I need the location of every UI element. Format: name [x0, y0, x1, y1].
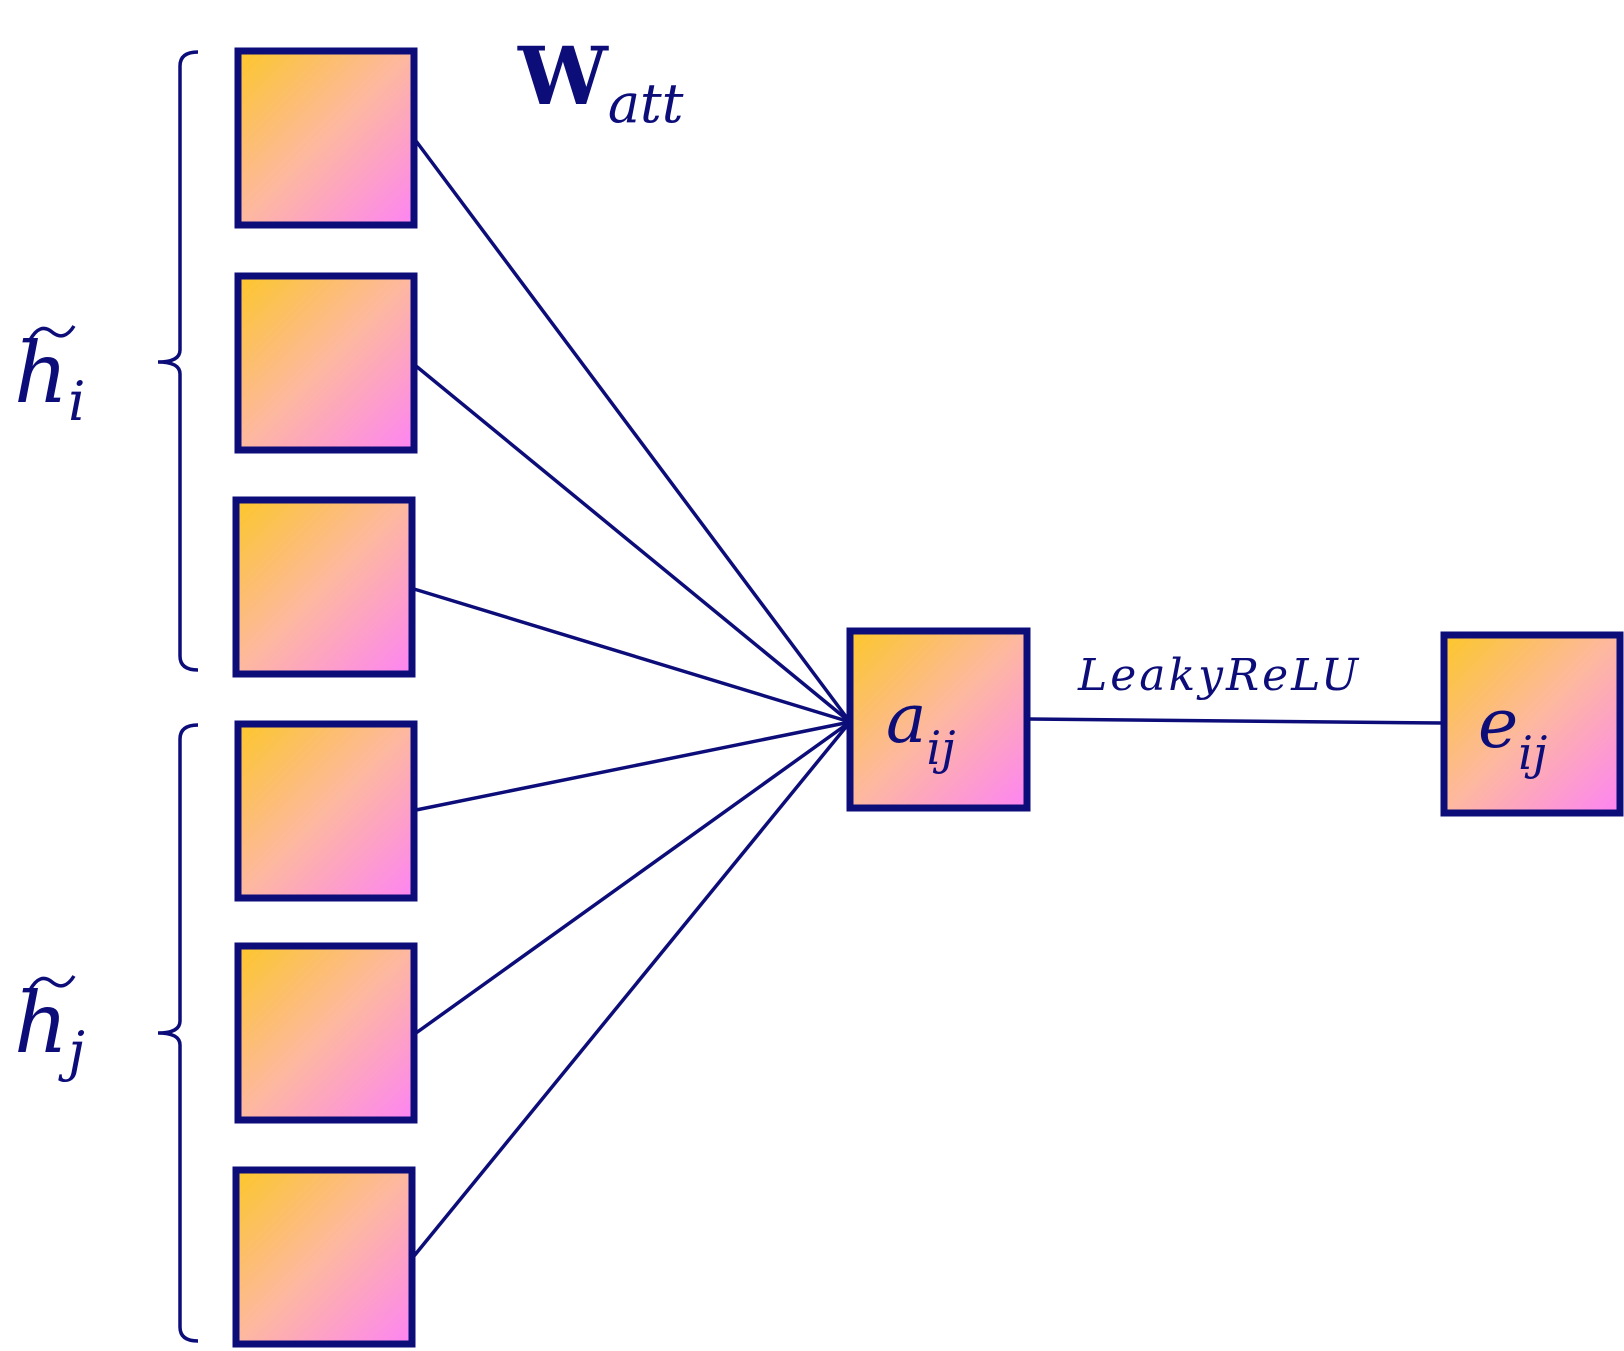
input-node-j-1	[234, 720, 418, 902]
edge-input-1	[414, 139, 852, 724]
node-a-ij-label: aij	[886, 680, 956, 775]
node-a-ij	[846, 627, 1031, 812]
node-e-ij-sub: ij	[1518, 726, 1547, 780]
node-e-ij-label: eij	[1478, 685, 1547, 780]
tilde-mark-i	[28, 325, 76, 341]
label-h-tilde-j: hj	[14, 974, 85, 1083]
label-h-tilde-j-text: hj	[14, 974, 85, 1083]
edge-input-5	[414, 720, 852, 1035]
brace-h-tilde-j	[157, 723, 199, 1343]
brace-h-tilde-i	[157, 50, 199, 672]
input-group-h-tilde-i	[232, 47, 418, 678]
input-node-i-2	[234, 272, 418, 454]
label-h-i-sub: i	[68, 370, 85, 433]
input-node-j-2	[234, 942, 418, 1124]
edge-input-2	[414, 364, 852, 724]
input-node-j-3	[232, 1166, 416, 1348]
edge-input-6	[412, 720, 852, 1258]
input-group-h-tilde-j	[232, 720, 418, 1348]
node-e-ij-base: e	[1478, 685, 1518, 764]
edge-activation	[1028, 717, 1443, 725]
label-h-i-base: h	[14, 324, 68, 422]
activation-label: LeakyReLU	[1077, 650, 1361, 701]
label-h-j-base: h	[14, 974, 68, 1072]
input-edges	[412, 139, 852, 1258]
input-node-i-1	[234, 47, 418, 229]
label-h-tilde-i: hi	[14, 324, 85, 433]
weights-label-main: W	[517, 29, 609, 123]
node-a-ij-base: a	[886, 680, 927, 759]
weights-label-sub: att	[608, 72, 684, 135]
edge-input-3	[413, 587, 851, 724]
node-e-ij	[1440, 631, 1624, 817]
tilde-mark-j	[28, 975, 76, 991]
edge-input-4	[415, 720, 851, 812]
weights-label: Watt	[517, 29, 684, 135]
input-node-i-3	[232, 496, 416, 678]
node-a-ij-sub: ij	[927, 721, 956, 775]
label-h-tilde-i-text: hi	[14, 324, 85, 433]
